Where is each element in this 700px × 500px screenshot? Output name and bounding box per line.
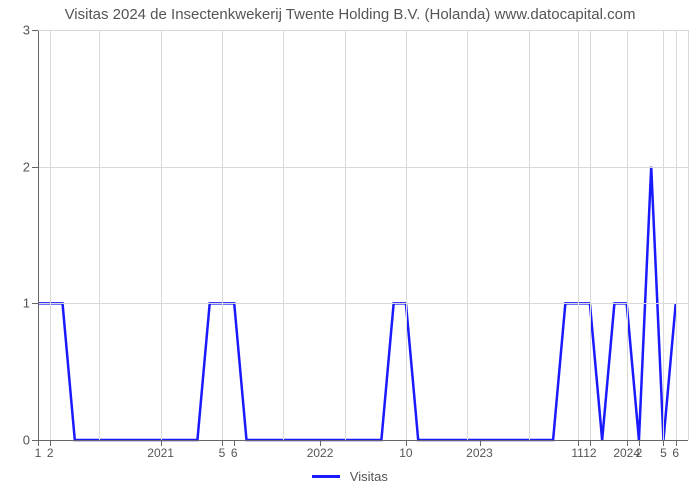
legend-label: Visitas (350, 469, 388, 484)
chart-title: Visitas 2024 de Insectenkwekerij Twente … (0, 6, 700, 23)
x-tick-label: 2 (636, 446, 643, 460)
axis-line-top (38, 30, 688, 31)
gridline-vertical (161, 30, 162, 440)
x-tick-label: 2023 (466, 446, 493, 460)
x-tick-label: 1 (35, 446, 42, 460)
x-tick-label: 5 (660, 446, 667, 460)
chart-container: Visitas 2024 de Insectenkwekerij Twente … (0, 0, 700, 500)
gridline-vertical (676, 30, 677, 440)
x-tick-label: 2 (47, 446, 54, 460)
x-tick-label: 2021 (147, 446, 174, 460)
plot-area: 012312202156202210202311122024256 (38, 30, 688, 440)
gridline-vertical (578, 30, 579, 440)
gridline-vertical (467, 30, 468, 440)
x-tick-label: 12 (583, 446, 596, 460)
axis-line-bottom (38, 440, 688, 441)
y-tick-label: 1 (23, 296, 30, 311)
axis-line-left (38, 30, 39, 440)
axis-line-right (688, 30, 689, 440)
gridline-vertical (50, 30, 51, 440)
x-tick-label: 6 (672, 446, 679, 460)
gridline-vertical (283, 30, 284, 440)
legend: Visitas (0, 468, 700, 484)
x-tick-label: 11 (571, 446, 583, 460)
gridline-vertical (222, 30, 223, 440)
gridline-vertical (406, 30, 407, 440)
y-tick-label: 0 (23, 433, 30, 448)
x-tick-label: 6 (231, 446, 238, 460)
gridline-vertical (663, 30, 664, 440)
y-tick-label: 3 (23, 23, 30, 38)
x-tick-label: 5 (219, 446, 226, 460)
gridline-vertical (99, 30, 100, 440)
gridline-vertical (627, 30, 628, 440)
gridline-vertical (529, 30, 530, 440)
x-tick-label: 10 (399, 446, 412, 460)
y-tick-label: 2 (23, 159, 30, 174)
x-tick-label: 2022 (307, 446, 334, 460)
legend-swatch (312, 475, 340, 478)
gridline-vertical (590, 30, 591, 440)
gridline-vertical (345, 30, 346, 440)
